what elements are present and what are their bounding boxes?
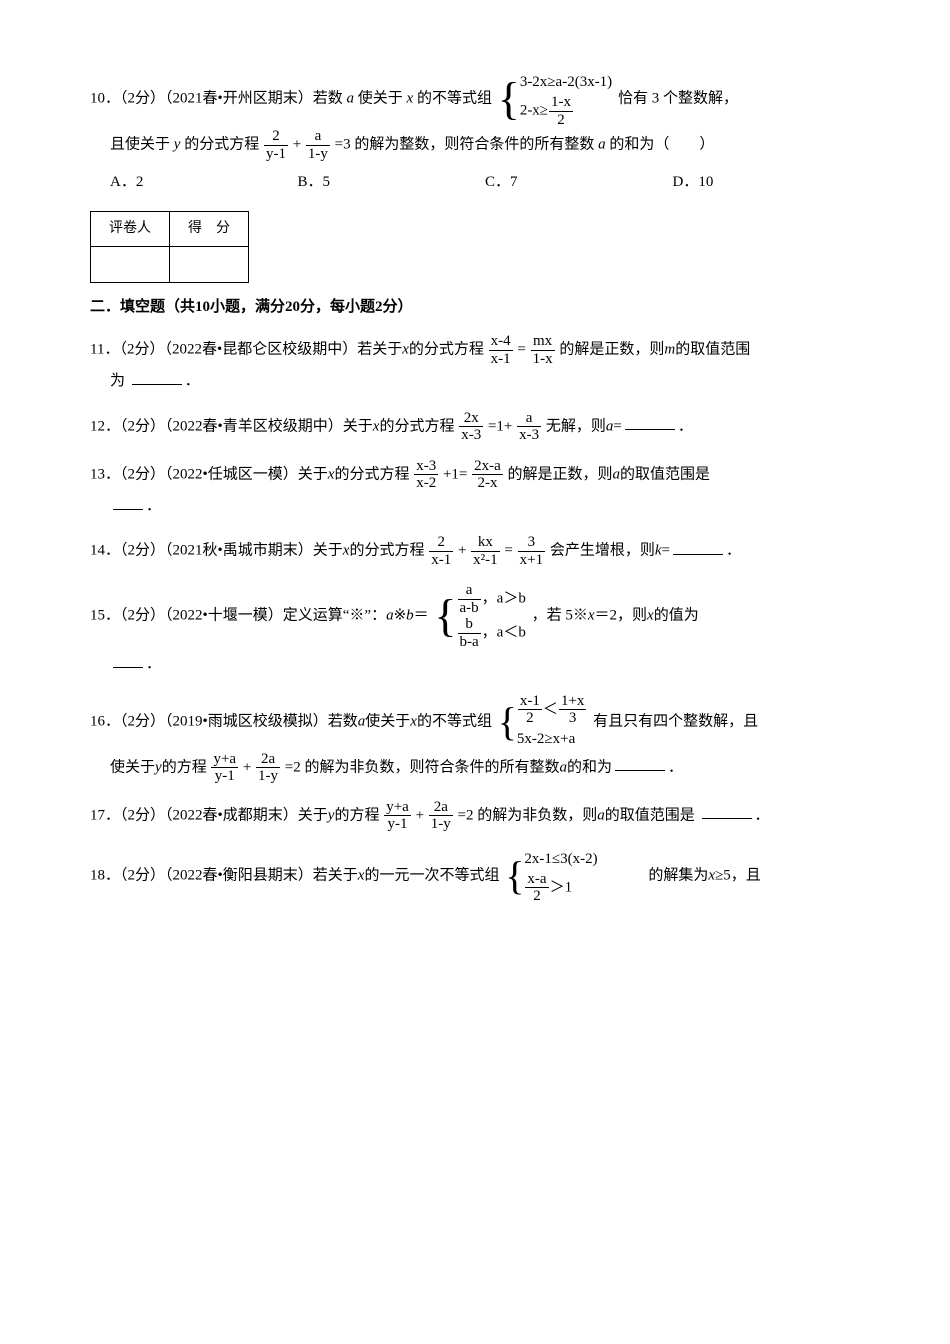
q10-opt-b[interactable]: B．5 — [298, 168, 486, 197]
question-11: 11．（2分）（2022春•昆都仑区校级期中）若关于x的分式方程 x-4x-1 … — [90, 333, 860, 396]
question-17: 17．（2分）（2022春•成都期末）关于y的方程 y+ay-1 + 2a1-y… — [90, 799, 860, 833]
question-12: 12．（2分）（2022春•青羊区校级期中）关于x的分式方程 2xx-3 =1+… — [90, 410, 860, 444]
q15-piecewise: { aa-b，a＞b bb-a，a＜b — [434, 582, 525, 650]
score-h1: 评卷人 — [91, 211, 170, 247]
q10-system: { 3-2x≥a-2(3x-1) 2-x≥1-x2 — [498, 70, 612, 128]
q10-opt-d[interactable]: D．10 — [673, 168, 861, 197]
question-18: 18．（2分）（2022春•衡阳县期末）若关于x的一元一次不等式组 { 2x-1… — [90, 847, 860, 905]
q16-blank[interactable] — [615, 755, 665, 771]
question-15: 15．（2分）（2022•十堰一模）定义运算“※”：a※b＝ { aa-b，a＞… — [90, 582, 860, 679]
q10-line2: 且使关于 y 的分式方程 2y-1 + a1-y =3 的解为整数，则符合条件的… — [110, 128, 860, 162]
section-2-title: 二．填空题（共10小题，满分20分，每小题2分） — [90, 293, 860, 322]
q16-system: { x-12＜1+x3 5x-2≥x+a — [498, 693, 588, 751]
q14-blank[interactable] — [673, 539, 723, 555]
q18-system: { 2x-1≤3(x-2) x-a2＞1 — [505, 847, 597, 905]
question-13: 13．（2分）（2022•任城区一模）关于x的分式方程 x-3x-2 +1= 2… — [90, 458, 860, 521]
q10-tail1: 恰有 3 个整数解， — [618, 90, 738, 106]
question-14: 14．（2分）（2021秋•禹城市期末）关于x的分式方程 2x-1 + kxx²… — [90, 534, 860, 568]
q10-options: A．2 B．5 C．7 D．10 — [110, 168, 860, 197]
score-table: 评卷人 得 分 — [90, 211, 249, 283]
q10-opt-c[interactable]: C．7 — [485, 168, 673, 197]
score-cell-1[interactable] — [91, 247, 170, 283]
score-cell-2[interactable] — [170, 247, 249, 283]
q11-blank[interactable] — [132, 369, 182, 385]
question-10: 10．（2分）（2021春•开州区期末）若数 a 使关于 x 的不等式组 { 3… — [90, 70, 860, 197]
q10-text: 10．（2分）（2021春•开州区期末）若数 a 使关于 x 的不等式组 — [90, 90, 496, 106]
q10-opt-a[interactable]: A．2 — [110, 168, 298, 197]
question-16: 16．（2分）（2019•雨城区校级模拟）若数a使关于x的不等式组 { x-12… — [90, 693, 860, 785]
q12-blank[interactable] — [625, 414, 675, 430]
score-h2: 得 分 — [170, 211, 249, 247]
q13-blank[interactable] — [113, 494, 143, 510]
q15-blank[interactable] — [113, 652, 143, 668]
q17-blank[interactable] — [702, 803, 752, 819]
